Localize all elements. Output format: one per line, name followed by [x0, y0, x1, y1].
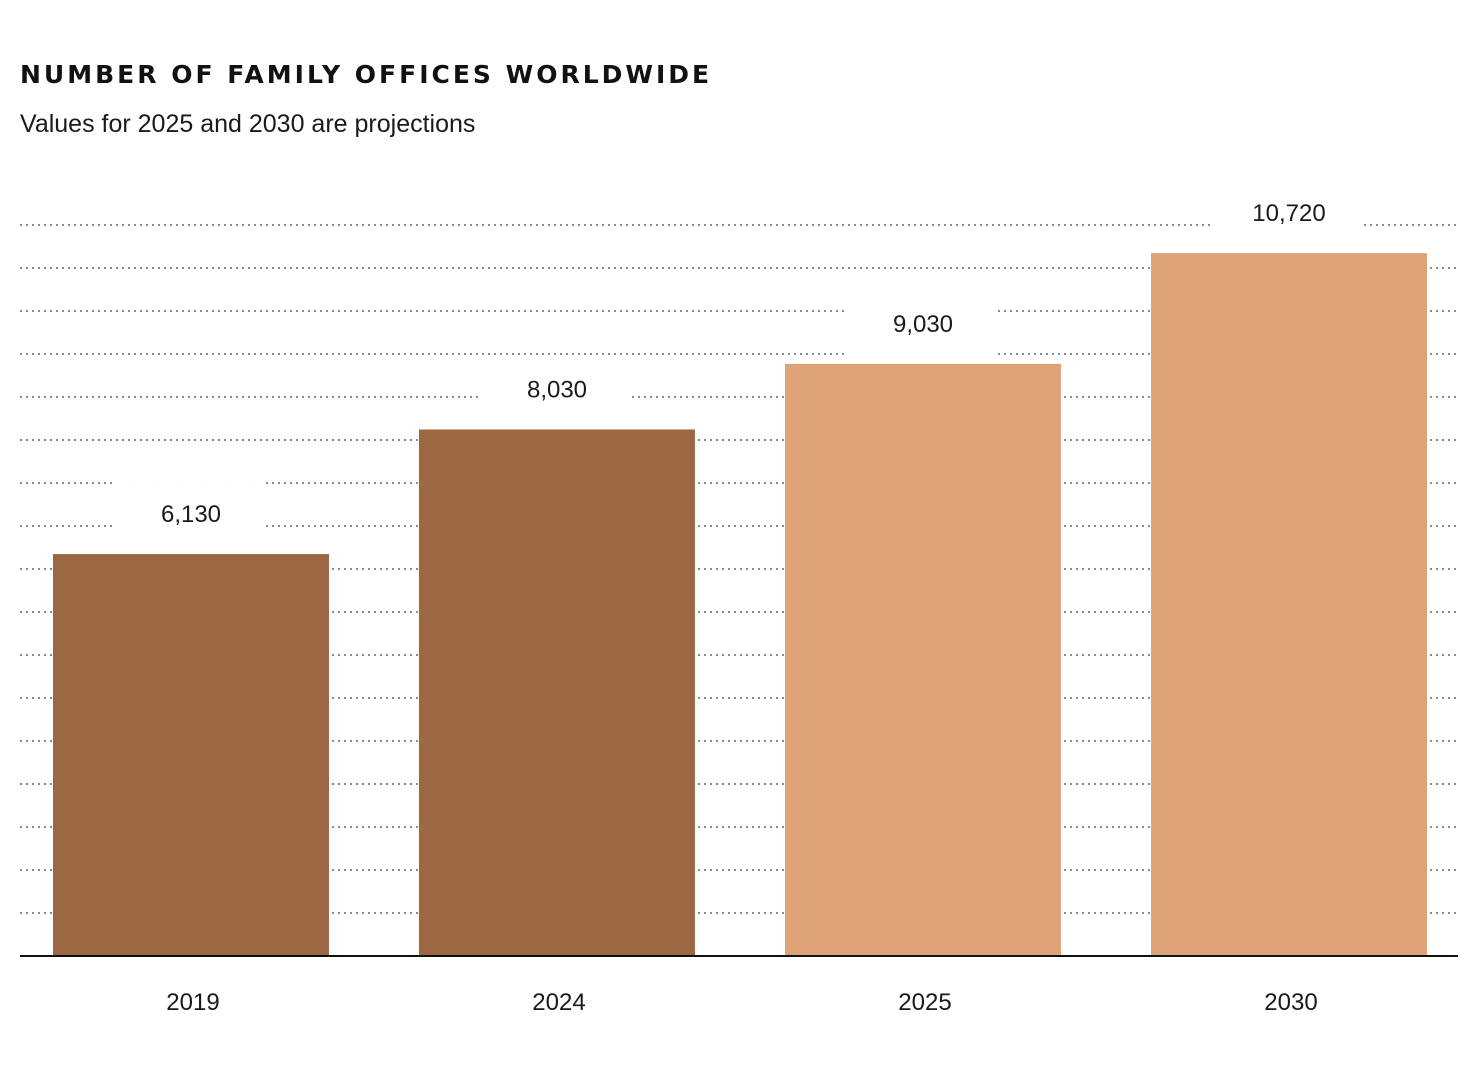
bars	[53, 253, 1427, 956]
value-label-backdrop	[1214, 181, 1364, 252]
value-label-backdrop	[482, 357, 632, 428]
bar-2030	[1151, 253, 1427, 956]
value-label-backdrop	[848, 291, 998, 362]
chart-subtitle: Values for 2025 and 2030 are projections	[20, 110, 476, 138]
x-tick-label-2024: 2024	[532, 989, 585, 1016]
value-label-backdrop	[116, 482, 266, 553]
value-label-2024: 8,030	[527, 376, 587, 403]
value-labels: 6,130 8,030 9,030 10,720	[161, 200, 1326, 528]
value-label-2019: 6,130	[161, 501, 221, 528]
bar-2024	[419, 429, 695, 956]
chart-title: NUMBER OF FAMILY OFFICES WORLDWIDE	[20, 60, 713, 89]
bar-2019	[53, 554, 329, 956]
gridlines	[20, 181, 1458, 914]
x-tick-labels: 2019 2024 2025 2030	[166, 989, 1317, 1016]
x-tick-label-2019: 2019	[166, 989, 219, 1016]
x-tick-label-2030: 2030	[1264, 989, 1317, 1016]
bar-2025	[785, 363, 1061, 956]
value-label-2025: 9,030	[893, 311, 953, 338]
x-tick-label-2025: 2025	[898, 989, 951, 1016]
value-label-2030: 10,720	[1252, 200, 1325, 227]
